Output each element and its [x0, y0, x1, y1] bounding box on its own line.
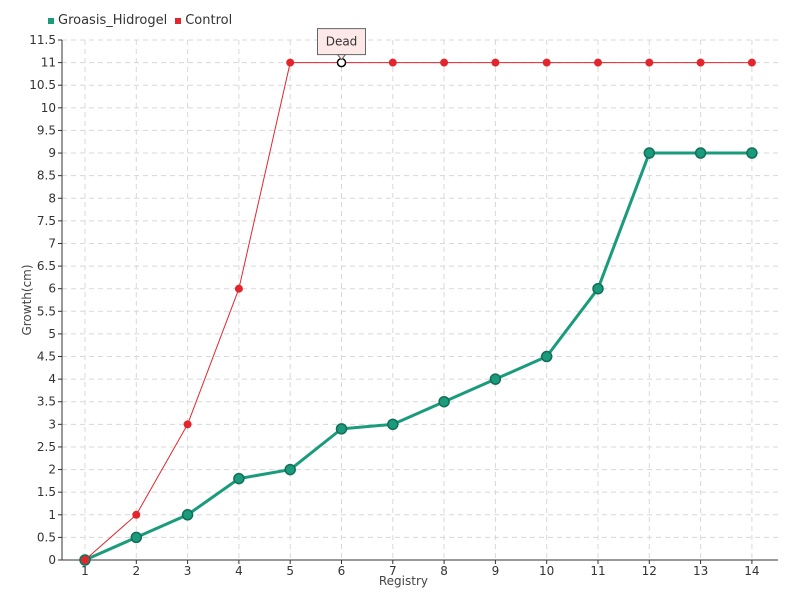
x-tick-labels: 1 2 3 4 5 6 7 8 9 10 11 12 13 14 [81, 564, 759, 578]
data-point[interactable] [335, 423, 348, 435]
x-tick-label: 1 [81, 564, 89, 578]
x-tick-label: 8 [440, 564, 448, 578]
y-tick-label: 8.5 [37, 169, 56, 183]
x-tick-label: 14 [744, 564, 759, 578]
y-tick-label: 5 [48, 327, 56, 341]
x-tick-label: 9 [492, 564, 500, 578]
data-point[interactable] [696, 58, 705, 67]
series-group [79, 58, 758, 566]
x-tick-label: 12 [642, 564, 657, 578]
x-tick-label: 5 [286, 564, 294, 578]
y-tick-label: 0 [48, 553, 56, 567]
grid [62, 39, 778, 560]
data-point[interactable] [746, 147, 758, 159]
y-tick-label: 11.5 [29, 33, 56, 47]
legend: Groasis_Hidrogel Control [48, 13, 232, 28]
legend-swatch-control [175, 17, 182, 24]
x-tick-label: 10 [539, 564, 554, 578]
series-control [81, 58, 756, 564]
y-tick-label: 0.5 [37, 530, 56, 544]
legend-label-control: Control [185, 13, 233, 28]
data-point[interactable] [540, 350, 553, 363]
y-tick-labels: 00.511.522.533.544.555.566.577.588.599.5… [29, 33, 56, 567]
data-point[interactable] [183, 420, 192, 429]
legend-label-groasis: Groasis_Hidrogel [58, 13, 168, 28]
data-point[interactable] [542, 58, 551, 67]
data-point[interactable] [491, 58, 500, 67]
data-point[interactable] [181, 509, 194, 521]
y-tick-label: 3 [48, 417, 56, 431]
data-point[interactable] [388, 58, 397, 67]
x-tick-label: 6 [338, 564, 346, 578]
y-tick-label: 4.5 [37, 350, 56, 364]
y-tick-label: 8 [48, 191, 56, 205]
x-tick-label: 13 [693, 564, 708, 578]
tooltip-text: Dead [326, 35, 358, 49]
data-point[interactable] [643, 147, 656, 159]
data-point[interactable] [438, 395, 450, 408]
y-tick-label: 2.5 [37, 440, 56, 454]
x-tick-label: 11 [590, 564, 605, 578]
y-tick-label: 10.5 [29, 78, 56, 92]
legend-swatch-groasis [48, 17, 54, 24]
legend-item-groasis[interactable]: Groasis_Hidrogel [48, 13, 167, 28]
y-tick-label: 2 [48, 463, 56, 477]
data-point[interactable] [694, 147, 707, 159]
y-tick-label: 4 [48, 372, 56, 386]
data-point[interactable] [81, 556, 89, 564]
data-point[interactable] [747, 58, 756, 67]
y-tick-label: 6 [48, 282, 56, 296]
data-point[interactable] [645, 58, 654, 67]
data-point[interactable] [234, 284, 243, 293]
x-tick-label: 4 [235, 564, 243, 578]
data-point[interactable] [440, 58, 449, 67]
x-axis-title: Registry [379, 574, 428, 588]
data-point[interactable] [592, 282, 604, 295]
series-line [84, 151, 752, 562]
data-point[interactable] [132, 510, 141, 519]
series-line [84, 62, 752, 561]
y-axis-title: Growth(cm) [20, 264, 34, 335]
y-tick-label: 1.5 [37, 485, 56, 499]
y-tick-label: 9 [48, 146, 56, 160]
data-point[interactable] [286, 58, 295, 67]
y-tick-label: 6.5 [37, 259, 56, 273]
data-point[interactable] [489, 373, 502, 385]
tooltip-arrow [336, 54, 347, 61]
legend-item-control[interactable]: Control [175, 13, 232, 28]
axes [58, 39, 778, 564]
x-tick-label: 2 [132, 564, 140, 578]
data-point[interactable] [130, 531, 143, 544]
annotations: Dead [317, 28, 366, 68]
data-point[interactable] [387, 418, 399, 431]
tooltip-box [317, 28, 366, 56]
y-tick-label: 7.5 [37, 214, 56, 228]
x-tick-label: 3 [184, 564, 192, 578]
y-tick-label: 3.5 [37, 395, 56, 409]
data-point[interactable] [233, 472, 245, 485]
data-point[interactable] [594, 58, 602, 67]
x-tick-label: 7 [389, 564, 397, 578]
y-tick-label: 10 [41, 101, 56, 115]
y-tick-label: 5.5 [37, 304, 56, 318]
y-tick-label: 7 [48, 236, 56, 250]
y-tick-label: 11 [41, 56, 56, 70]
y-tick-label: 1 [48, 508, 56, 522]
y-tick-label: 9.5 [37, 123, 56, 137]
data-point[interactable] [284, 463, 296, 476]
